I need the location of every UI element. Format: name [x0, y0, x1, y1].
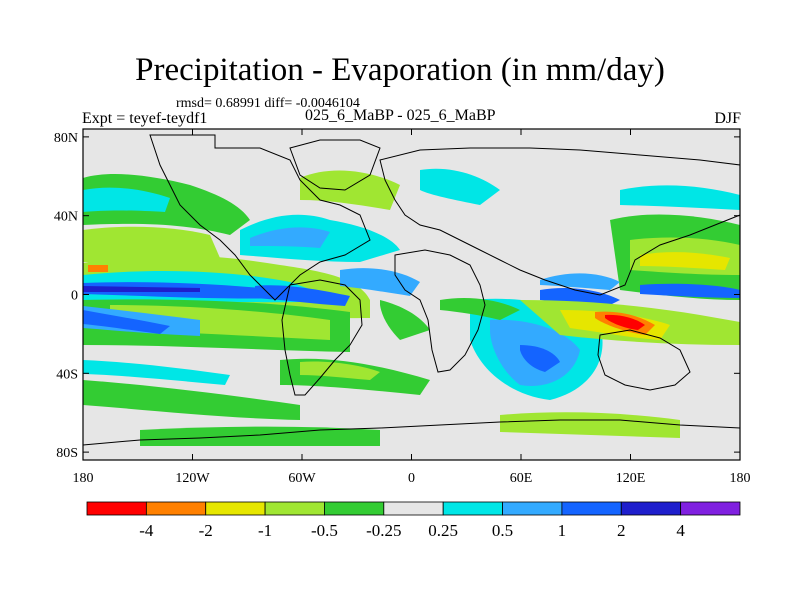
coastline-africa [394, 249, 486, 373]
field-patch [620, 185, 740, 210]
colorbar-swatch [324, 501, 385, 516]
field-patch [83, 310, 170, 334]
field-patch [605, 314, 645, 330]
colorbar-swatch [205, 501, 266, 516]
colorbar: -4 -2 -1 -0.5 -0.25 0.25 0.5 1 2 4 [86, 501, 741, 540]
x-tick-label: 60W [288, 471, 316, 486]
field-patch [83, 286, 200, 292]
coastline-greenland [289, 139, 381, 191]
y-tick-label: 80S [56, 446, 78, 461]
stats-label: rmsd= 0.68991 diff= -0.0046104 [176, 96, 360, 111]
season-label: DJF [714, 110, 741, 127]
x-tick-label: 120W [175, 471, 210, 486]
field-patch [255, 285, 350, 306]
coastlines [82, 134, 741, 446]
experiment-label: Expt = teyef-teydf1 [82, 110, 208, 127]
x-tick-label: 180 [73, 471, 94, 486]
field-patch [83, 360, 230, 385]
colorbar-swatch [383, 501, 444, 516]
colorbar-swatch [620, 501, 682, 516]
map-title: Precipitation - Evaporation (in mm/day) [135, 52, 665, 88]
colorbar-label: 4 [676, 521, 685, 540]
field-patch [300, 170, 400, 210]
colorbar-label: 1 [558, 521, 567, 540]
field-patch [340, 268, 420, 296]
colorbar-label: -0.5 [311, 521, 338, 540]
y-tick-label: 40N [54, 210, 78, 225]
y-tick-label: 40S [56, 367, 78, 382]
coastline-south-america [281, 279, 363, 396]
field-patch [300, 361, 380, 380]
colorbar-label: -4 [139, 521, 154, 540]
colorbar-swatch [145, 501, 207, 516]
coastline-eurasia [379, 147, 741, 296]
colorbar-swatch [442, 501, 503, 516]
period-label: 025_6_MaBP - 025_6_MaBP [305, 107, 496, 124]
colorbar-swatch [86, 501, 147, 516]
axes-ticks: 80N 40N 0 40S 80S 180 120W 60W 0 60E 120E 180 [54, 129, 751, 486]
coastline-australia [597, 329, 691, 391]
field-patch [440, 298, 520, 320]
field-patch [500, 412, 680, 438]
field-patch [380, 300, 430, 340]
field-patch [640, 283, 740, 298]
colorbar-label: 0.5 [492, 521, 513, 540]
colorbar-label: -0.25 [366, 521, 401, 540]
colorbar-swatch [680, 501, 741, 516]
coastline-antarctica [82, 419, 741, 446]
colorbar-label: 2 [617, 521, 626, 540]
field-patch [250, 227, 330, 248]
field-patch [420, 168, 500, 205]
precip-field [83, 168, 740, 446]
x-tick-label: 0 [408, 471, 415, 486]
colorbar-label: -2 [199, 521, 213, 540]
field-patch [540, 273, 620, 290]
x-tick-label: 180 [730, 471, 751, 486]
field-patch [640, 252, 730, 270]
colorbar-label: 0.25 [428, 521, 458, 540]
field-patch [83, 380, 300, 420]
field-patch [83, 226, 220, 262]
y-tick-label: 0 [71, 289, 78, 304]
x-tick-label: 60E [510, 471, 533, 486]
colorbar-swatch [264, 501, 325, 516]
y-tick-label: 80N [54, 131, 78, 146]
field-patch [83, 187, 170, 212]
colorbar-swatch [502, 501, 563, 516]
field-patch [140, 426, 380, 446]
colorbar-swatch [561, 501, 622, 516]
field-patch [88, 265, 108, 272]
colorbar-label: -1 [258, 521, 272, 540]
field-patch [520, 345, 560, 372]
coastline-north-america [149, 134, 371, 301]
x-tick-label: 120E [616, 471, 646, 486]
